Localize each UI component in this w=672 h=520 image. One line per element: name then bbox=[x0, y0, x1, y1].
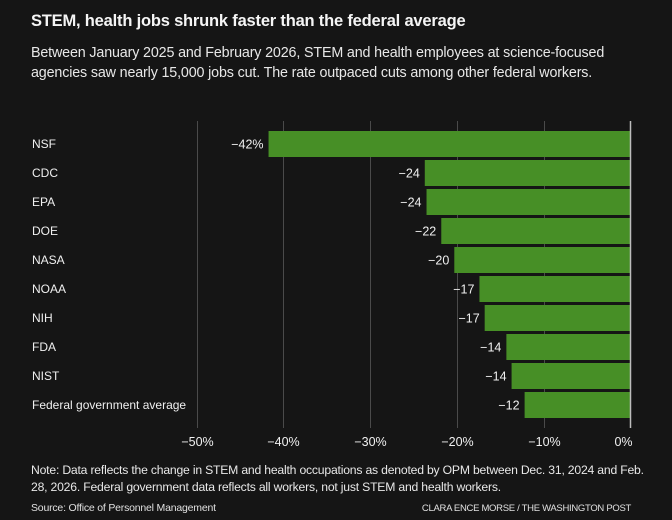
category-label: NOAA bbox=[32, 282, 66, 296]
category-label: NIH bbox=[32, 311, 53, 325]
chart-title: STEM, health jobs shrunk faster than the… bbox=[31, 12, 466, 30]
bar bbox=[506, 334, 631, 360]
bar bbox=[479, 276, 631, 302]
category-label: NSF bbox=[32, 137, 56, 151]
value-labels: −42% −24 −24 −22 −20 −17 −17 −14 −14 −12 bbox=[231, 138, 519, 413]
x-tick-label: 0% bbox=[614, 435, 632, 449]
value-label: −17 bbox=[453, 283, 474, 297]
value-label: −17 bbox=[458, 312, 479, 326]
value-label: −12 bbox=[498, 399, 519, 413]
bar bbox=[268, 131, 631, 157]
x-tick-label: −10% bbox=[528, 435, 560, 449]
value-label: −24 bbox=[399, 167, 420, 181]
source-credit: Source: Office of Personnel Management bbox=[31, 502, 216, 514]
chart-subtitle: Between January 2025 and February 2026, … bbox=[31, 45, 605, 81]
value-label: −22 bbox=[415, 225, 436, 239]
value-label: −20 bbox=[428, 254, 449, 268]
bar bbox=[524, 392, 631, 418]
category-label: FDA bbox=[32, 340, 56, 354]
bar bbox=[426, 189, 631, 215]
bar bbox=[424, 160, 631, 186]
bar bbox=[511, 363, 631, 389]
bar-chart: NSF CDC EPA DOE NASA NOAA NIH FDA NIST Federal go… bbox=[32, 121, 633, 449]
category-label: CDC bbox=[32, 166, 58, 180]
footnote: Note: Data reflects the change in STEM a… bbox=[31, 463, 644, 494]
x-axis-ticks: −50% −40% −30% −20% −10% 0% bbox=[181, 435, 632, 449]
x-tick-label: −40% bbox=[267, 435, 299, 449]
x-tick-label: −50% bbox=[181, 435, 213, 449]
value-label: −14 bbox=[480, 341, 501, 355]
value-label: −24 bbox=[400, 196, 421, 210]
value-label: −14 bbox=[485, 370, 506, 384]
category-label: NASA bbox=[32, 253, 65, 267]
x-tick-label: −30% bbox=[354, 435, 386, 449]
bars bbox=[268, 131, 631, 418]
category-label: EPA bbox=[32, 195, 55, 209]
category-label: NIST bbox=[32, 369, 60, 383]
category-labels: NSF CDC EPA DOE NASA NOAA NIH FDA NIST Federal go… bbox=[32, 137, 186, 412]
bar bbox=[441, 218, 631, 244]
bar bbox=[484, 305, 631, 331]
x-tick-label: −20% bbox=[441, 435, 473, 449]
category-label: Federal government average bbox=[32, 398, 186, 412]
author-credit: CLARA ENCE MORSE / THE WASHINGTON POST bbox=[421, 503, 631, 514]
value-label: −42% bbox=[231, 138, 263, 152]
bar bbox=[454, 247, 631, 273]
category-label: DOE bbox=[32, 224, 58, 238]
